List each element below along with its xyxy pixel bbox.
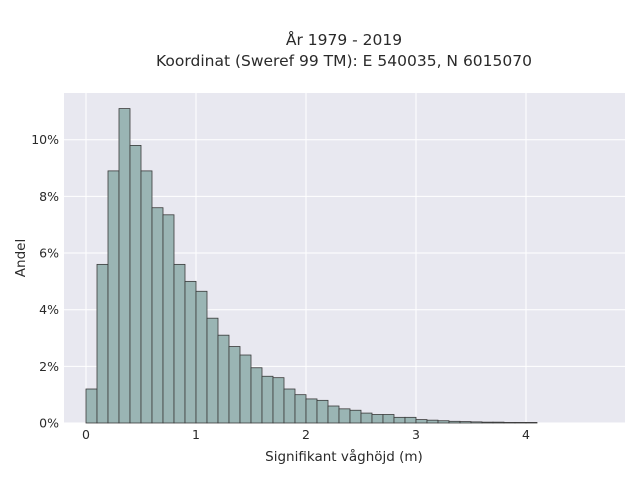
x-tick-label: 4 bbox=[522, 427, 530, 442]
y-tick-label: 10% bbox=[31, 132, 59, 147]
histogram-bar bbox=[371, 414, 384, 424]
histogram-bar bbox=[151, 207, 164, 424]
y-axis-label: Andel bbox=[13, 239, 29, 277]
histogram-bar bbox=[173, 263, 186, 424]
x-tick-label: 3 bbox=[412, 427, 420, 442]
histogram-bar bbox=[217, 334, 230, 424]
y-tick-label: 2% bbox=[39, 359, 59, 374]
histogram-bar bbox=[404, 416, 417, 424]
y-tick-label: 6% bbox=[39, 246, 59, 261]
histogram-bar bbox=[206, 317, 219, 424]
histogram-bar bbox=[393, 416, 406, 424]
histogram-bar bbox=[184, 280, 197, 424]
histogram-bar bbox=[415, 419, 428, 424]
chart-title-line-2: Koordinat (Sweref 99 TM): E 540035, N 60… bbox=[156, 52, 532, 70]
histogram-bar bbox=[85, 388, 98, 424]
y-tick-label: 4% bbox=[39, 302, 59, 317]
x-tick-label: 2 bbox=[302, 427, 310, 442]
histogram-bar bbox=[382, 414, 395, 424]
histogram-bar bbox=[338, 408, 351, 424]
histogram-bar bbox=[129, 145, 142, 424]
histogram-bar bbox=[283, 388, 296, 424]
histogram-bar bbox=[459, 421, 472, 424]
histogram-bar bbox=[481, 421, 494, 424]
histogram-bar bbox=[228, 346, 241, 424]
histogram-bar bbox=[96, 263, 109, 424]
histogram-bar bbox=[294, 394, 307, 424]
chart-title-line-1: År 1979 - 2019 bbox=[286, 30, 402, 49]
y-tick-label: 8% bbox=[39, 189, 59, 204]
histogram-bar bbox=[195, 290, 208, 424]
histogram-bar bbox=[470, 421, 483, 424]
x-tick-label: 1 bbox=[192, 427, 200, 442]
histogram-bar bbox=[349, 409, 362, 424]
histogram-bar bbox=[492, 421, 505, 424]
x-axis-label: Signifikant våghöjd (m) bbox=[265, 448, 423, 465]
histogram-bar bbox=[272, 377, 285, 424]
y-tick-label: 0% bbox=[39, 416, 59, 431]
histogram-bar bbox=[316, 399, 329, 424]
histogram-bars bbox=[85, 108, 538, 424]
histogram-bar bbox=[503, 422, 516, 424]
histogram-bar bbox=[514, 422, 527, 424]
x-tick-labels: 0 1 2 3 4 bbox=[82, 427, 530, 442]
histogram-bar bbox=[261, 375, 274, 424]
y-tick-labels: 0% 2% 4% 6% 8% 10% bbox=[31, 132, 59, 430]
histogram-bar bbox=[448, 420, 461, 424]
histogram-bar bbox=[107, 170, 120, 424]
x-tick-label: 0 bbox=[82, 427, 90, 442]
histogram-bar bbox=[426, 419, 439, 424]
histogram-bar bbox=[327, 405, 340, 424]
histogram-bar bbox=[162, 214, 175, 424]
histogram-bar bbox=[250, 367, 263, 424]
histogram-bar bbox=[305, 398, 318, 424]
histogram-bar bbox=[360, 412, 373, 424]
histogram-bar bbox=[437, 420, 450, 424]
histogram-bar bbox=[140, 170, 153, 424]
histogram-bar bbox=[239, 354, 252, 424]
histogram-bar bbox=[118, 108, 131, 424]
histogram-bar bbox=[525, 422, 538, 424]
